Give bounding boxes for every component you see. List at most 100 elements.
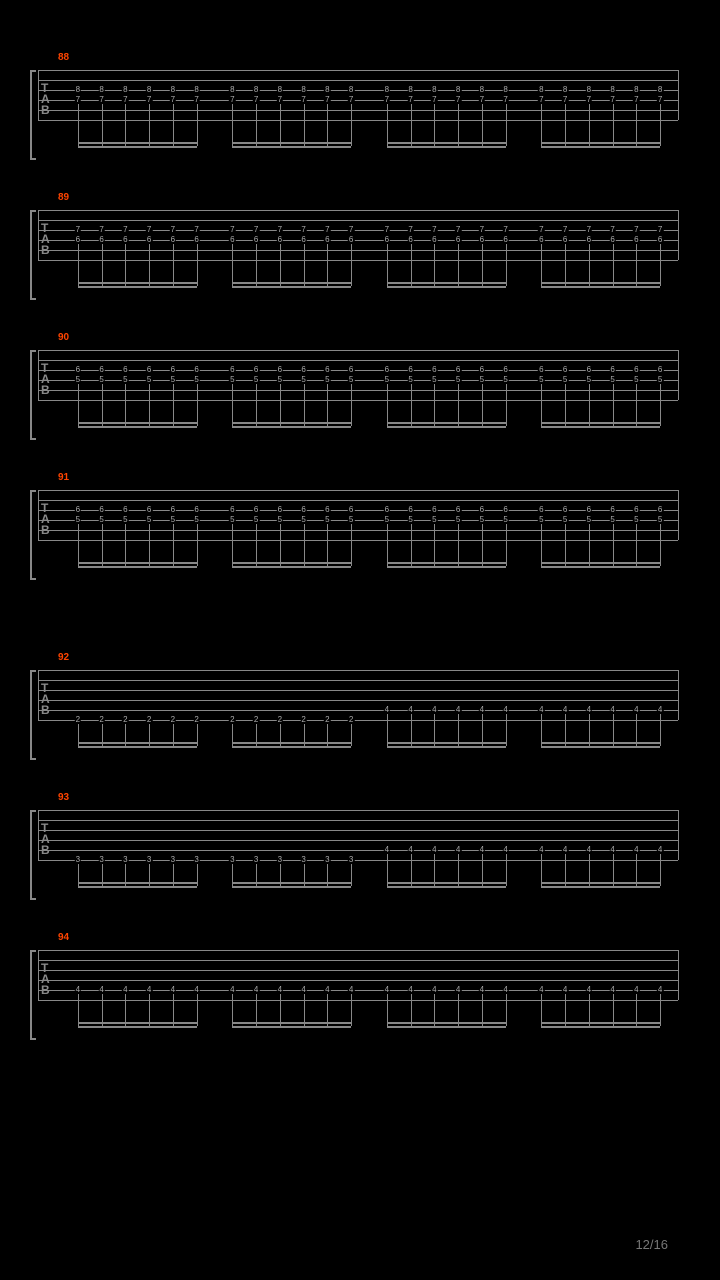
fret-number: 6 <box>502 366 508 374</box>
string-line <box>38 700 678 701</box>
fret-number: 5 <box>146 516 152 524</box>
fret-number: 8 <box>609 86 615 94</box>
fret-number: 6 <box>609 366 615 374</box>
fret-number: 6 <box>657 236 663 244</box>
fret-number: 7 <box>502 96 508 104</box>
note-stem <box>434 243 435 286</box>
note-stem <box>434 853 435 886</box>
fret-number: 3 <box>98 856 104 864</box>
fret-number: 5 <box>348 376 354 384</box>
fret-number: 8 <box>502 86 508 94</box>
note-stem <box>173 723 174 746</box>
tab-clef-label: TAB <box>41 223 50 256</box>
note-stem <box>565 103 566 146</box>
fret-number: 7 <box>407 226 413 234</box>
beam <box>232 562 351 564</box>
note-stem <box>304 523 305 566</box>
fret-number: 6 <box>324 236 330 244</box>
note-stem <box>387 243 388 286</box>
fret-number: 3 <box>75 856 81 864</box>
note-stem <box>173 383 174 426</box>
fret-number: 4 <box>75 986 81 994</box>
fret-number: 8 <box>538 86 544 94</box>
string-line <box>38 90 678 91</box>
fret-number: 6 <box>538 506 544 514</box>
fret-number: 4 <box>609 706 615 714</box>
string-line <box>38 1000 678 1001</box>
fret-number: 4 <box>657 706 663 714</box>
fret-number: 4 <box>502 986 508 994</box>
system-bracket <box>30 490 36 580</box>
note-stem <box>304 103 305 146</box>
note-stem <box>506 853 507 886</box>
note-stem <box>482 383 483 426</box>
string-line <box>38 230 678 231</box>
note-stem <box>304 993 305 1026</box>
bar-number: 92 <box>58 652 69 663</box>
note-stem <box>482 243 483 286</box>
fret-number: 7 <box>253 96 259 104</box>
string-line <box>38 100 678 101</box>
fret-number: 5 <box>277 516 283 524</box>
note-stem <box>565 383 566 426</box>
note-stem <box>327 383 328 426</box>
note-stem <box>613 713 614 746</box>
note-stem <box>565 243 566 286</box>
fret-number: 3 <box>277 856 283 864</box>
note-stem <box>506 243 507 286</box>
note-stem <box>232 993 233 1026</box>
barline <box>678 810 679 860</box>
fret-number: 5 <box>253 516 259 524</box>
fret-number: 6 <box>562 236 568 244</box>
beam <box>232 746 351 748</box>
fret-number: 7 <box>502 226 508 234</box>
fret-number: 6 <box>146 366 152 374</box>
fret-number: 6 <box>502 506 508 514</box>
note-stem <box>613 993 614 1026</box>
note-stem <box>458 713 459 746</box>
string-line <box>38 950 678 951</box>
fret-number: 6 <box>562 366 568 374</box>
note-stem <box>125 243 126 286</box>
note-stem <box>173 993 174 1026</box>
fret-number: 6 <box>538 236 544 244</box>
note-stem <box>589 993 590 1026</box>
note-stem <box>541 713 542 746</box>
note-stem <box>102 993 103 1026</box>
fret-number: 8 <box>170 86 176 94</box>
barline <box>678 950 679 1000</box>
note-stem <box>506 993 507 1026</box>
note-stem <box>541 383 542 426</box>
fret-number: 6 <box>122 366 128 374</box>
fret-number: 3 <box>300 856 306 864</box>
note-stem <box>197 103 198 146</box>
fret-number: 8 <box>479 86 485 94</box>
note-stem <box>256 863 257 886</box>
fret-number: 7 <box>562 226 568 234</box>
fret-number: 7 <box>122 226 128 234</box>
fret-number: 4 <box>479 846 485 854</box>
fret-number: 5 <box>75 516 81 524</box>
fret-number: 4 <box>122 986 128 994</box>
note-stem <box>541 993 542 1026</box>
note-stem <box>125 103 126 146</box>
beam <box>78 1022 197 1024</box>
fret-number: 4 <box>562 706 568 714</box>
note-stem <box>351 103 352 146</box>
note-stem <box>411 103 412 146</box>
fret-number: 5 <box>609 376 615 384</box>
fret-number: 7 <box>170 226 176 234</box>
fret-number: 7 <box>300 226 306 234</box>
barline <box>38 210 39 260</box>
fret-number: 8 <box>277 86 283 94</box>
barline <box>678 490 679 540</box>
string-line <box>38 980 678 981</box>
fret-number: 4 <box>407 846 413 854</box>
fret-number: 5 <box>657 516 663 524</box>
fret-number: 5 <box>193 376 199 384</box>
fret-number: 7 <box>229 96 235 104</box>
beam <box>78 1026 197 1028</box>
fret-number: 6 <box>384 366 390 374</box>
fret-number: 8 <box>98 86 104 94</box>
note-stem <box>304 863 305 886</box>
